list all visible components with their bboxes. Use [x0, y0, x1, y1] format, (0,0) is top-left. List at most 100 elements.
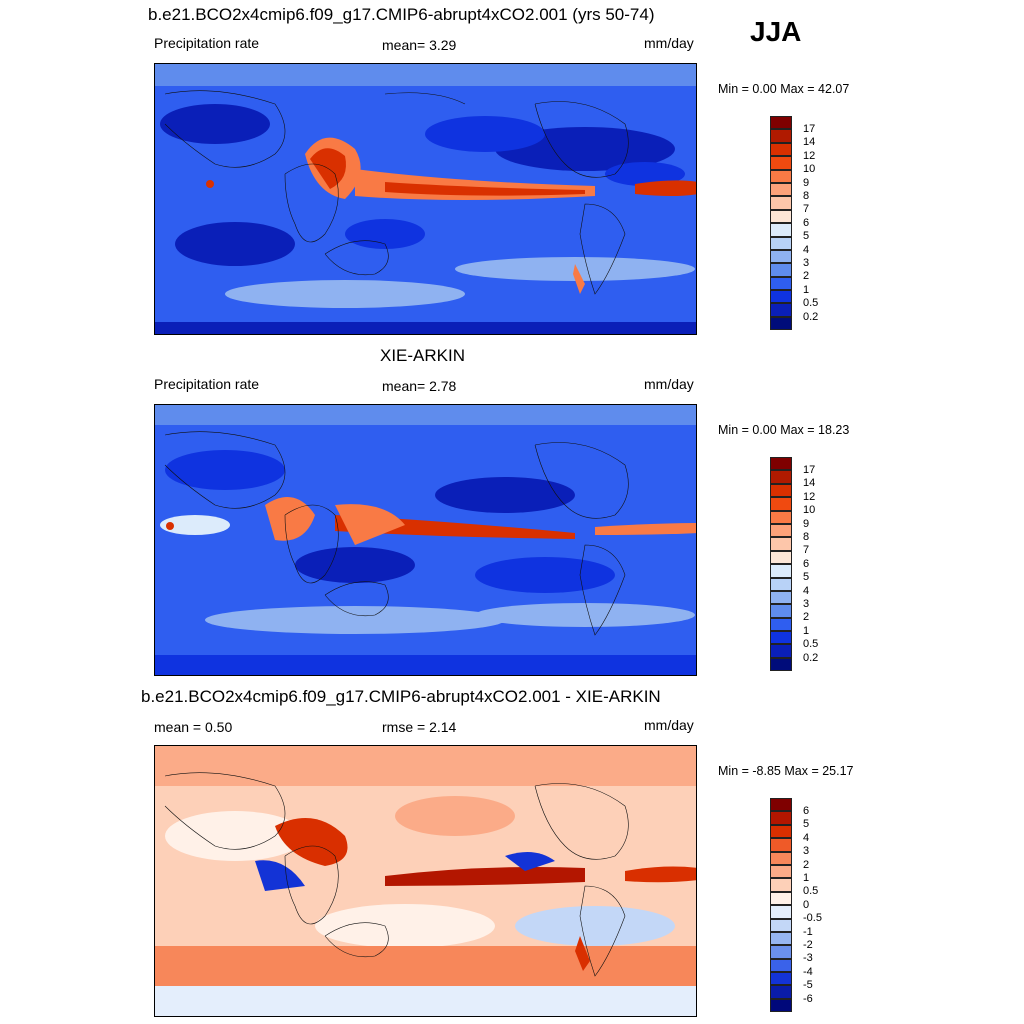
colorbar-tick-label: 6 [803, 216, 810, 229]
colorbar-swatch [770, 972, 792, 986]
colorbar-swatch [770, 142, 792, 157]
colorbar-tick-label: 6 [803, 557, 810, 570]
colorbar-swatch [770, 129, 792, 143]
panel2-minmax: Min = 0.00 Max = 18.23 [718, 423, 850, 437]
colorbar-swatch [770, 798, 792, 812]
colorbar-swatch [770, 196, 792, 210]
colorbar-swatch [770, 276, 792, 291]
colorbar-tick-label: -3 [803, 952, 813, 965]
season-label: JJA [750, 16, 802, 47]
colorbar-tick-label: 10 [803, 504, 816, 517]
colorbar-swatch [770, 182, 792, 197]
colorbar-tick-label: 0.2 [803, 651, 819, 664]
colorbar-tick-label: 12 [803, 490, 816, 503]
colorbar-swatch [770, 550, 792, 565]
colorbar-tick-label: -1 [803, 925, 813, 938]
colorbar-swatch [770, 604, 792, 618]
colorbar-swatch [770, 998, 792, 1013]
colorbar-tick-label: 1 [803, 283, 810, 296]
colorbar-swatch [770, 290, 792, 304]
panel1-map [154, 63, 697, 335]
colorbar-swatch [770, 564, 792, 578]
colorbar-swatch [770, 470, 792, 484]
colorbar-swatch [770, 878, 792, 892]
colorbar-tick-label: 5 [803, 230, 810, 243]
colorbar-tick-label: 0.5 [803, 297, 819, 310]
colorbar-swatch [770, 824, 792, 839]
colorbar-tick-label: 9 [803, 517, 810, 530]
panel2-mean-label: mean= 2.78 [382, 378, 457, 394]
colorbar-tick-label: 0 [803, 898, 810, 911]
colorbar-tick-label: 3 [803, 597, 810, 610]
colorbar-swatch [770, 510, 792, 524]
colorbar-swatch [770, 209, 792, 224]
colorbar-tick-label: 10 [803, 163, 816, 176]
colorbar-tick-label: 5 [803, 571, 810, 584]
colorbar-tick-label: 8 [803, 530, 810, 543]
colorbar-swatch [770, 617, 792, 632]
colorbar-tick-label: 2 [803, 858, 810, 871]
colorbar-tick-label: 0.5 [803, 638, 819, 651]
colorbar-tick-label: -0.5 [803, 912, 822, 925]
colorbar-swatch [770, 631, 792, 645]
colorbar-swatch [770, 931, 792, 946]
colorbar-tick-label: 8 [803, 189, 810, 202]
colorbar-tick-label: 5 [803, 818, 810, 831]
colorbar-swatch [770, 838, 792, 852]
colorbar-tick-label: -2 [803, 938, 813, 951]
colorbar-swatch [770, 851, 792, 865]
panel2-units: mm/day [644, 376, 694, 392]
colorbar-tick-label: 3 [803, 256, 810, 269]
colorbar-swatch [770, 497, 792, 511]
colorbar-tick-label: 4 [803, 243, 810, 256]
colorbar-tick-label: -6 [803, 992, 813, 1005]
colorbar-swatch [770, 590, 792, 605]
colorbar-tick-label: 17 [803, 122, 816, 135]
panel1-colorbar [770, 116, 792, 331]
colorbar-swatch [770, 958, 792, 973]
panel1-variable-label: Precipitation rate [154, 35, 260, 51]
colorbar-tick-label: 6 [803, 804, 810, 817]
colorbar-tick-label: 1 [803, 871, 810, 884]
colorbar-swatch [770, 223, 792, 237]
panel1-units: mm/day [644, 35, 694, 51]
colorbar-swatch [770, 577, 792, 591]
colorbar-swatch [770, 891, 792, 906]
colorbar-swatch [770, 523, 792, 538]
colorbar-tick-label: 7 [803, 203, 810, 216]
colorbar-tick-label: 14 [803, 136, 816, 149]
colorbar-swatch [770, 918, 792, 932]
colorbar-swatch [770, 116, 792, 130]
colorbar-swatch [770, 457, 792, 471]
panel2-variable-label: Precipitation rate [154, 376, 260, 392]
colorbar-tick-label: 17 [803, 463, 816, 476]
colorbar-tick-label: -5 [803, 979, 813, 992]
colorbar-tick-label: 1 [803, 624, 810, 637]
colorbar-swatch [770, 811, 792, 825]
colorbar-swatch [770, 169, 792, 183]
colorbar-swatch [770, 537, 792, 551]
colorbar-tick-label: 2 [803, 611, 810, 624]
panel3-units: mm/day [644, 717, 694, 733]
colorbar-tick-label: 3 [803, 845, 810, 858]
colorbar-tick-label: 0.5 [803, 885, 819, 898]
colorbar-swatch [770, 483, 792, 498]
colorbar-swatch [770, 644, 792, 658]
panel2-title: XIE-ARKIN [380, 346, 466, 365]
colorbar-tick-label: 14 [803, 477, 816, 490]
panel1-mean-label: mean= 3.29 [382, 37, 457, 53]
panel3-rmse-label: rmse = 2.14 [382, 719, 457, 735]
panel2-map [154, 404, 697, 676]
colorbar-tick-label: 7 [803, 544, 810, 557]
colorbar-swatch [770, 657, 792, 672]
colorbar-swatch [770, 249, 792, 264]
panel1-title: b.e21.BCO2x4cmip6.f09_g17.CMIP6-abrupt4x… [148, 5, 655, 24]
colorbar-swatch [770, 303, 792, 317]
colorbar-tick-label: 12 [803, 149, 816, 162]
panel3-title: b.e21.BCO2x4cmip6.f09_g17.CMIP6-abrupt4x… [141, 687, 661, 706]
colorbar-swatch [770, 263, 792, 277]
colorbar-tick-label: 2 [803, 270, 810, 283]
colorbar-tick-label: 0.2 [803, 310, 819, 323]
panel3-map [154, 745, 697, 1017]
colorbar-swatch [770, 905, 792, 919]
